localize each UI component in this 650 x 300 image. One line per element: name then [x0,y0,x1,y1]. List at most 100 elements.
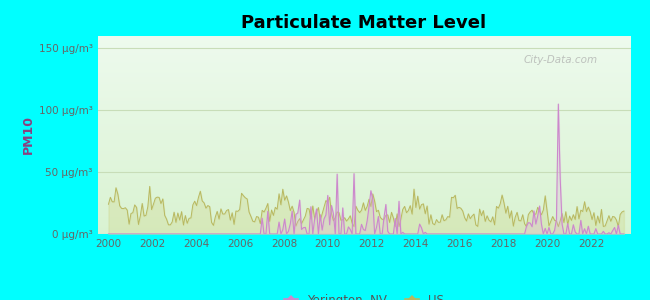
Bar [98,111,630,112]
Bar [98,62,630,63]
Bar [98,203,630,204]
Bar [98,70,630,72]
Bar [98,68,630,69]
Bar [98,75,630,76]
Bar [98,127,630,128]
Bar [98,96,630,98]
Bar [98,47,630,48]
Bar [98,78,630,79]
Bar [98,209,630,210]
Bar [98,67,630,68]
Bar [98,219,630,220]
Bar [98,217,630,218]
Bar [98,191,630,192]
Bar [98,196,630,197]
Bar [98,157,630,158]
Bar [98,138,630,139]
Bar [98,80,630,82]
Bar [98,40,630,41]
Bar [98,42,630,43]
Bar [98,59,630,60]
Bar [98,223,630,224]
Bar [98,113,630,114]
Bar [98,222,630,223]
Bar [98,76,630,78]
Bar [98,195,630,196]
Bar [98,70,630,71]
Bar [98,146,630,147]
Bar [98,207,630,208]
Bar [98,163,630,164]
Bar [98,41,630,42]
Bar [98,63,630,64]
Bar [98,69,630,70]
Bar [98,179,630,181]
Bar [98,160,630,161]
Bar [98,50,630,51]
Bar [98,46,630,47]
Bar [98,156,630,157]
Bar [98,221,630,222]
Bar [98,224,630,225]
Bar [98,167,630,168]
Bar [98,227,630,228]
Bar [98,200,630,201]
Bar [98,198,630,199]
Bar [98,231,630,232]
Bar [98,229,630,230]
Bar [98,215,630,216]
Bar [98,112,630,113]
Bar [98,141,630,142]
Bar [98,101,630,102]
Bar [98,36,630,37]
Bar [98,122,630,123]
Bar [98,182,630,184]
Bar [98,114,630,115]
Bar [98,154,630,155]
Bar [98,228,630,229]
Bar [98,159,630,160]
Bar [98,139,630,140]
Bar [98,55,630,56]
Bar [98,99,630,100]
Bar [98,201,630,202]
Bar [98,211,630,212]
Bar [98,119,630,120]
Bar [98,216,630,217]
Bar [98,147,630,148]
Text: City-Data.com: City-Data.com [524,55,598,65]
Bar [98,168,630,169]
Bar [98,123,630,124]
Bar [98,190,630,191]
Bar [98,105,630,106]
Bar [98,82,630,83]
Bar [98,220,630,221]
Bar [98,172,630,174]
Bar [98,107,630,108]
Legend: Yerington, NV, US: Yerington, NV, US [279,289,449,300]
Bar [98,106,630,107]
Bar [98,233,630,234]
Bar [98,155,630,156]
Bar [98,188,630,190]
Bar [98,181,630,182]
Bar [98,60,630,61]
Bar [98,132,630,133]
Bar [98,150,630,151]
Bar [98,205,630,206]
Bar [98,116,630,117]
Bar [98,158,630,159]
Bar [98,89,630,90]
Bar [98,162,630,163]
Bar [98,121,630,122]
Bar [98,232,630,233]
Bar [98,109,630,110]
Bar [98,126,630,127]
Bar [98,85,630,86]
Bar [98,51,630,52]
Bar [98,184,630,185]
Bar [98,142,630,143]
Bar [98,53,630,54]
Bar [98,213,630,214]
Bar [98,206,630,207]
